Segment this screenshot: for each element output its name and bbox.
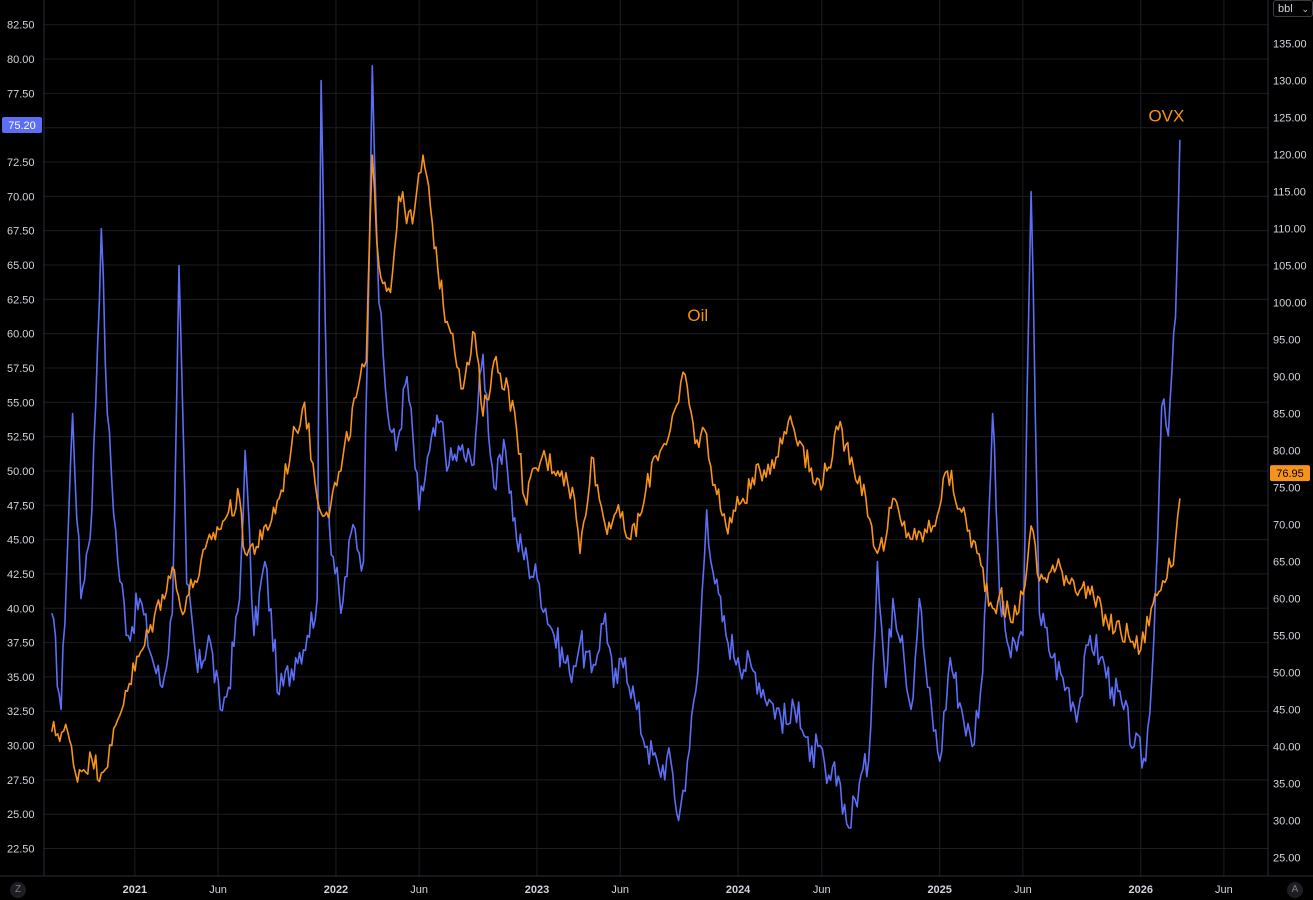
right-tick-label: 120.00 bbox=[1273, 150, 1307, 162]
left-tick-label: 47.50 bbox=[7, 500, 35, 512]
left-tick-label: 65.00 bbox=[7, 260, 35, 272]
series-line-ovx bbox=[50, 65, 1181, 829]
left-tick-label: 27.50 bbox=[7, 775, 35, 787]
right-tick-label: 90.00 bbox=[1273, 372, 1301, 384]
grid bbox=[44, 0, 1268, 876]
right-tick-label: 80.00 bbox=[1273, 446, 1301, 458]
series-annotation: OVX bbox=[1148, 106, 1184, 125]
x-tick-label: Jun bbox=[410, 884, 428, 896]
unit-label: bbl bbox=[1278, 3, 1293, 15]
left-tick-label: 82.50 bbox=[7, 20, 35, 32]
right-tick-label: 70.00 bbox=[1273, 520, 1301, 532]
left-tick-label: 45.00 bbox=[7, 535, 35, 547]
x-tick-label: 2022 bbox=[324, 884, 348, 896]
right-tick-label: 95.00 bbox=[1273, 335, 1301, 347]
x-tick-label: 2021 bbox=[123, 884, 147, 896]
x-tick-label: Jun bbox=[611, 884, 629, 896]
right-tick-label: 115.00 bbox=[1273, 187, 1306, 199]
x-tick-label: 2025 bbox=[927, 884, 951, 896]
right-tick-label: 25.00 bbox=[1273, 853, 1301, 865]
x-tick-label: 2026 bbox=[1129, 884, 1153, 896]
right-tick-label: 110.00 bbox=[1273, 224, 1306, 236]
left-tick-label: 57.50 bbox=[7, 363, 35, 375]
chevron-down-icon: ⌄ bbox=[1301, 4, 1309, 14]
unit-dropdown[interactable]: bbl ⌄ bbox=[1273, 0, 1313, 17]
series-line-oil bbox=[50, 154, 1181, 783]
left-tick-label: 50.00 bbox=[7, 466, 35, 478]
left-last-value-badge bbox=[2, 116, 42, 133]
right-tick-label: 100.00 bbox=[1273, 298, 1307, 310]
left-tick-label: 62.50 bbox=[7, 294, 35, 306]
left-tick-label: 42.50 bbox=[7, 569, 35, 581]
left-tick-label: 37.50 bbox=[7, 638, 35, 650]
x-tick-label: Jun bbox=[1014, 884, 1032, 896]
series-layer bbox=[50, 65, 1181, 829]
left-tick-label: 52.50 bbox=[7, 432, 35, 444]
left-tick-label: 32.50 bbox=[7, 706, 35, 718]
x-tick-label: 2024 bbox=[726, 884, 751, 896]
right-tick-label: 55.00 bbox=[1273, 631, 1301, 643]
right-tick-label: 35.00 bbox=[1273, 779, 1301, 791]
x-tick-label: Jun bbox=[813, 884, 831, 896]
left-tick-label: 25.00 bbox=[7, 809, 35, 821]
x-tick-label: 2023 bbox=[525, 884, 549, 896]
left-tick-label: 67.50 bbox=[7, 226, 35, 238]
left-tick-label: 70.00 bbox=[7, 191, 35, 203]
left-last-value-label: 75.20 bbox=[8, 120, 36, 132]
right-tick-label: 60.00 bbox=[1273, 594, 1301, 606]
left-tick-label: 35.00 bbox=[7, 672, 35, 684]
right-tick-label: 130.00 bbox=[1273, 76, 1307, 88]
zoom-toggle-label: Z bbox=[14, 884, 22, 895]
auto-scale-label: A bbox=[1291, 884, 1299, 895]
right-tick-label: 135.00 bbox=[1273, 39, 1307, 51]
auto-scale-button[interactable]: A bbox=[1287, 882, 1303, 898]
right-tick-label: 105.00 bbox=[1273, 261, 1307, 273]
left-tick-label: 77.50 bbox=[7, 88, 35, 100]
annotations: OVX Oil bbox=[687, 106, 1184, 325]
left-tick-label: 22.50 bbox=[7, 844, 35, 856]
right-tick-label: 50.00 bbox=[1273, 668, 1301, 680]
left-tick-label: 60.00 bbox=[7, 329, 35, 341]
series-annotation: Oil bbox=[687, 306, 708, 325]
right-tick-label: 45.00 bbox=[1273, 705, 1301, 717]
x-tick-label: Jun bbox=[1215, 884, 1233, 896]
right-last-value-badge bbox=[1270, 465, 1310, 482]
right-tick-label: 75.00 bbox=[1273, 483, 1301, 495]
left-tick-label: 55.00 bbox=[7, 397, 35, 409]
right-tick-label: 125.00 bbox=[1273, 113, 1307, 125]
right-tick-label: 65.00 bbox=[1273, 557, 1301, 569]
left-tick-label: 72.50 bbox=[7, 157, 35, 169]
right-last-value-label: 76.95 bbox=[1276, 468, 1304, 480]
left-tick-label: 30.00 bbox=[7, 741, 35, 753]
right-tick-label: 40.00 bbox=[1273, 742, 1301, 754]
right-tick-label: 30.00 bbox=[1273, 816, 1301, 828]
left-tick-label: 80.00 bbox=[7, 54, 35, 66]
right-tick-label: 85.00 bbox=[1273, 409, 1301, 421]
zoom-toggle-button[interactable]: Z bbox=[10, 882, 26, 898]
x-tick-label: Jun bbox=[209, 884, 227, 896]
left-tick-label: 40.00 bbox=[7, 603, 35, 615]
